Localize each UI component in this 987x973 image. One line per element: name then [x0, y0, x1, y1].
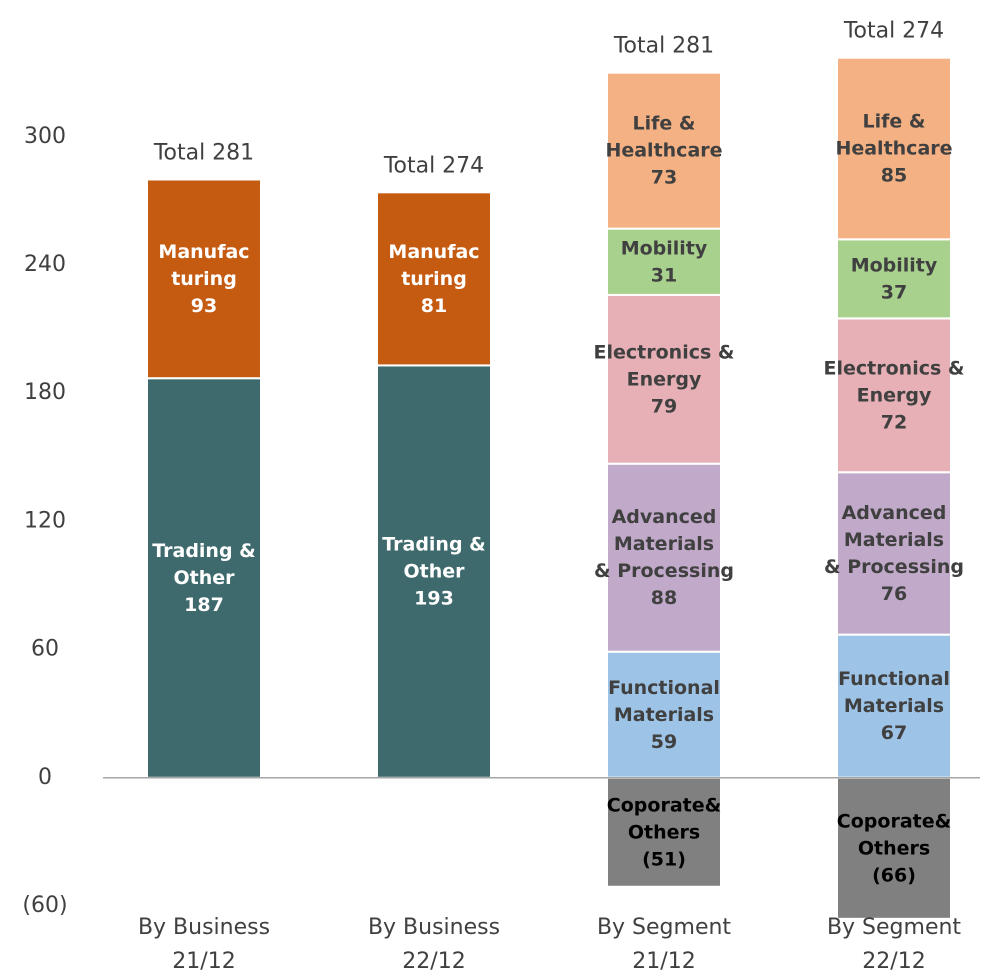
x-tick-label: By Business [368, 915, 500, 940]
y-tick-label: 0 [38, 765, 52, 790]
segment-name: Life & [863, 110, 926, 132]
segment-label: Coporate& Others (51) [607, 794, 721, 870]
x-tick-label: By Business [138, 915, 270, 940]
x-tick-label: By Segment [597, 915, 731, 940]
bar-segment [376, 191, 492, 367]
segment-name: Advanced [612, 506, 717, 528]
segment-name: Electronics & [594, 341, 735, 363]
segment-name: Functional [608, 676, 720, 698]
segment-name: Functional [838, 668, 950, 690]
value-label: 76 [881, 582, 907, 604]
segment-name: Healthcare [605, 139, 722, 161]
x-tick-label: 21/12 [632, 949, 695, 973]
segment-label: Manufac turing 81 [388, 240, 479, 316]
bar-segment [606, 227, 722, 296]
y-tick-label: (60) [22, 893, 67, 918]
segment-label: Advanced Materials & Processing 88 [594, 506, 734, 609]
value-label: 193 [414, 587, 454, 609]
segment-label: Trading & Other 193 [382, 533, 486, 609]
segment-name: Energy [627, 368, 702, 390]
bar-segment [836, 776, 952, 920]
x-tick-label: 21/12 [172, 949, 235, 973]
y-tick-label: 240 [24, 252, 66, 277]
bar-segment [836, 471, 952, 636]
segment-label: Manufac turing 93 [158, 240, 249, 316]
bar-segment [836, 56, 952, 241]
segment-label: Mobility 31 [621, 237, 708, 286]
segment-name: Trading & [152, 540, 256, 562]
bar-segment [606, 650, 722, 779]
segment-name: Materials [614, 703, 714, 725]
segment-name: Materials [844, 695, 944, 717]
value-label: 85 [881, 164, 907, 186]
segment-name: Others [858, 837, 930, 859]
bar-segment [606, 293, 722, 465]
segment-name: Energy [857, 384, 932, 406]
bar-segment [146, 178, 262, 380]
segment-name: Materials [614, 533, 714, 555]
x-tick-label: 22/12 [402, 949, 465, 973]
segment-name: Coporate& [607, 794, 721, 816]
value-label: (51) [642, 848, 686, 870]
segment-label: Electronics & Energy 72 [824, 357, 965, 433]
segment-label: Advanced Materials & Processing 76 [824, 501, 964, 604]
segment-name: Advanced [842, 501, 947, 523]
value-label: (66) [872, 864, 916, 886]
segment-name: Other [173, 567, 235, 589]
segment-name: Manufac [388, 240, 479, 262]
value-label: 187 [184, 594, 224, 616]
value-label: 37 [881, 281, 907, 303]
segment-name: Mobility [621, 237, 708, 259]
segment-name: Coporate& [837, 810, 951, 832]
segment-name: Others [628, 821, 700, 843]
y-tick-label: 120 [24, 508, 66, 533]
total-label: Total 281 [153, 140, 254, 165]
value-label: 59 [651, 730, 677, 752]
bar-segment [606, 462, 722, 653]
bar-segment [606, 71, 722, 230]
segment-name: Materials [844, 528, 944, 550]
segment-name: Electronics & [824, 357, 965, 379]
value-label: 31 [651, 264, 677, 286]
total-label: Total 274 [383, 153, 484, 178]
value-label: 81 [421, 294, 447, 316]
value-label: 73 [651, 166, 677, 188]
segment-name: turing [171, 267, 237, 289]
segment-name: Mobility [851, 254, 938, 276]
segment-name: Manufac [158, 240, 249, 262]
segment-label: Life & Healthcare 85 [835, 110, 952, 186]
segment-name: turing [401, 267, 467, 289]
segment-label: Mobility 37 [851, 254, 938, 303]
segment-label: Coporate& Others (66) [837, 810, 951, 886]
value-label: 72 [881, 411, 907, 433]
value-label: 79 [651, 395, 677, 417]
y-tick-label: 180 [24, 380, 66, 405]
bar-segment [836, 238, 952, 320]
segment-label: Trading & Other 187 [152, 540, 256, 616]
segment-label: Life & Healthcare 73 [605, 112, 722, 188]
segment-name: & Processing [594, 560, 734, 582]
value-label: 67 [881, 722, 907, 744]
y-tick-label: 300 [24, 124, 66, 149]
segment-name: Trading & [382, 533, 486, 555]
bar-segment [836, 633, 952, 779]
bar-segment [146, 377, 262, 779]
x-tick-label: 22/12 [862, 949, 925, 973]
total-label: Total 274 [843, 19, 944, 44]
segment-label: Functional Materials 59 [608, 676, 720, 752]
segment-name: Other [403, 560, 465, 582]
segment-label: Electronics & Energy 79 [594, 341, 735, 417]
total-label: Total 281 [613, 34, 714, 59]
segment-name: Healthcare [835, 137, 952, 159]
value-label: 93 [191, 294, 217, 316]
segment-name: & Processing [824, 555, 964, 577]
segment-label: Functional Materials 67 [838, 668, 950, 744]
x-tick-label: By Segment [827, 915, 961, 940]
y-tick-label: 60 [31, 637, 59, 662]
value-label: 88 [651, 587, 677, 609]
segment-name: Life & [633, 112, 696, 134]
